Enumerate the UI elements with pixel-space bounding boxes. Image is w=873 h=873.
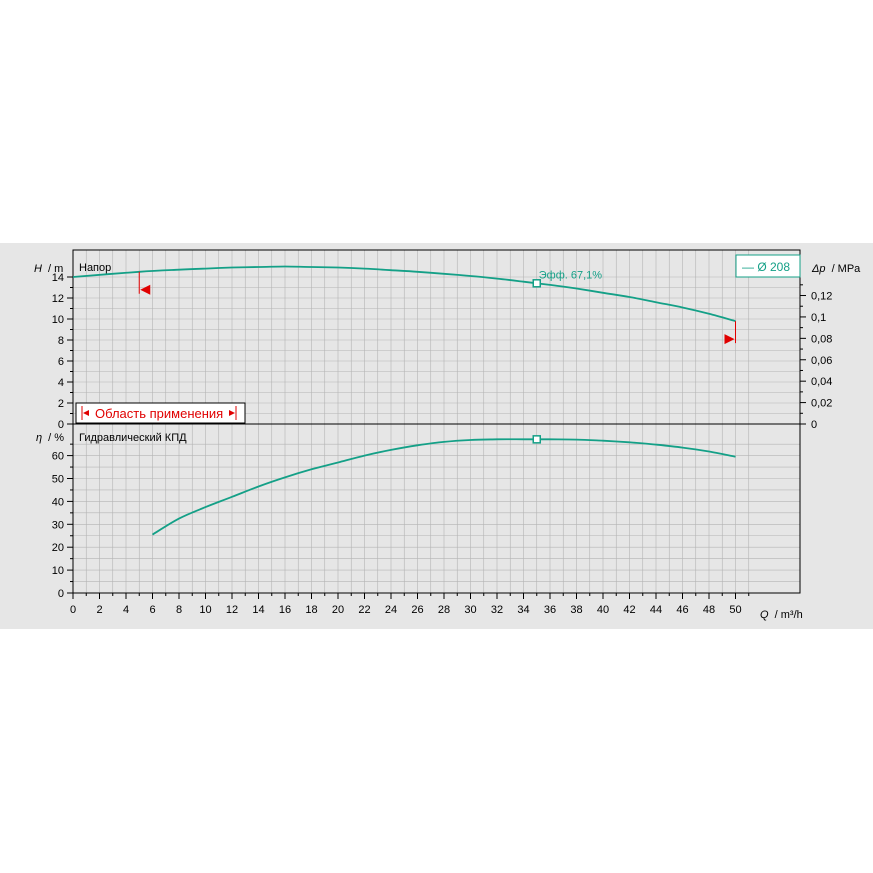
head-tick-label: 14 bbox=[52, 272, 64, 284]
flow-tick-label: 10 bbox=[199, 604, 211, 616]
legend-box bbox=[735, 254, 801, 278]
operating-range-frame bbox=[75, 402, 246, 424]
head-curve-d208 bbox=[72, 265, 736, 322]
flow-tick-label: 50 bbox=[729, 604, 741, 616]
flow-tick-label: 18 bbox=[305, 604, 317, 616]
bep-marker-head bbox=[532, 279, 541, 288]
efficiency-axis-label: η / % bbox=[36, 432, 64, 444]
flow-tick-label: 38 bbox=[570, 604, 582, 616]
flow-tick-label: 44 bbox=[650, 604, 662, 616]
bep-label: Эфф. 67,1% bbox=[539, 269, 603, 281]
efficiency-tick-label: 0 bbox=[58, 588, 64, 600]
efficiency-axis-symbol: η bbox=[36, 432, 42, 444]
efficiency-panel-title: Гидравлический КПД bbox=[79, 432, 187, 444]
axis-layer: 0246810121400,020,040,060,080,10,1201020… bbox=[52, 249, 832, 616]
head-tick-label: 2 bbox=[58, 398, 64, 410]
efficiency-tick-label: 10 bbox=[52, 565, 64, 577]
legend: — Ø 208 bbox=[735, 254, 801, 278]
efficiency-tick-label: 60 bbox=[52, 451, 64, 463]
flow-tick-label: 36 bbox=[544, 604, 556, 616]
flow-tick-label: 4 bbox=[123, 604, 129, 616]
flow-tick-label: 8 bbox=[176, 604, 182, 616]
efficiency-axis-unit: / % bbox=[48, 432, 64, 444]
qmin-arrow-icon bbox=[140, 284, 151, 295]
flow-axis-symbol: Q bbox=[760, 609, 769, 621]
flow-tick-label: 16 bbox=[279, 604, 291, 616]
pressure-tick-label: 0,06 bbox=[811, 355, 832, 367]
head-panel-title: Напор bbox=[79, 262, 111, 274]
head-plot-frame bbox=[72, 249, 801, 425]
range-right-arrow-icon bbox=[229, 410, 235, 416]
flow-tick-label: 30 bbox=[464, 604, 476, 616]
efficiency-plot-frame bbox=[72, 423, 801, 594]
qmax-arrow-icon bbox=[724, 334, 735, 345]
flow-tick-label: 42 bbox=[623, 604, 635, 616]
flow-tick-label: 26 bbox=[411, 604, 423, 616]
flow-tick-label: 6 bbox=[149, 604, 155, 616]
flow-tick-label: 40 bbox=[597, 604, 609, 616]
pressure-axis-symbol: Δp bbox=[811, 263, 826, 275]
flow-axis-unit: / m³/h bbox=[775, 609, 803, 621]
efficiency-tick-label: 40 bbox=[52, 496, 64, 508]
flow-tick-label: 22 bbox=[358, 604, 370, 616]
head-tick-label: 12 bbox=[52, 293, 64, 305]
pressure-tick-label: 0,04 bbox=[811, 376, 832, 388]
pressure-axis-unit: / MPa bbox=[832, 263, 862, 275]
flow-tick-label: 24 bbox=[385, 604, 397, 616]
marker-layer bbox=[138, 271, 736, 444]
curve-layer bbox=[72, 265, 736, 536]
head-tick-label: 10 bbox=[52, 314, 64, 326]
head-tick-label: 6 bbox=[58, 356, 64, 368]
pressure-tick-label: 0,1 bbox=[811, 312, 826, 324]
flow-axis-label: Q / m³/h bbox=[760, 609, 803, 621]
flow-tick-label: 14 bbox=[252, 604, 264, 616]
flow-tick-label: 28 bbox=[438, 604, 450, 616]
flow-tick-label: 20 bbox=[332, 604, 344, 616]
head-tick-label: 8 bbox=[58, 335, 64, 347]
pressure-tick-label: 0 bbox=[811, 419, 817, 431]
efficiency-tick-label: 20 bbox=[52, 542, 64, 554]
pressure-tick-label: 0,08 bbox=[811, 333, 832, 345]
legend-item-d208: — Ø 208 bbox=[742, 260, 790, 274]
chart-panel: 0 2 4 6 8 10 12 14 0 0,02 0,04 0,06 0,08 0,1 0,12 0 10 20… bbox=[0, 243, 873, 629]
flow-tick-label: 12 bbox=[226, 604, 238, 616]
pump-curve-chart: 0246810121400,020,040,060,080,10,1201020… bbox=[34, 249, 861, 621]
head-axis-unit: / m bbox=[48, 263, 63, 275]
efficiency-tick-label: 50 bbox=[52, 474, 64, 486]
head-axis-symbol: H bbox=[34, 263, 42, 275]
flow-tick-label: 34 bbox=[517, 604, 529, 616]
head-axis-label: H / m bbox=[34, 263, 63, 275]
flow-tick-label: 0 bbox=[70, 604, 76, 616]
range-left-arrow-icon bbox=[83, 410, 89, 416]
head-tick-label: 0 bbox=[58, 419, 64, 431]
efficiency-tick-label: 30 bbox=[52, 519, 64, 531]
pressure-axis-label: Δp / MPa bbox=[811, 263, 861, 275]
efficiency-curve-d208 bbox=[152, 438, 736, 536]
operating-range-box: Область применения bbox=[75, 402, 246, 424]
pressure-tick-label: 0,02 bbox=[811, 398, 832, 410]
flow-tick-label: 2 bbox=[96, 604, 102, 616]
pressure-tick-label: 0,12 bbox=[811, 291, 832, 303]
operating-range-label: Область применения bbox=[95, 406, 223, 421]
flow-tick-label: 32 bbox=[491, 604, 503, 616]
head-tick-label: 4 bbox=[58, 377, 64, 389]
flow-tick-label: 46 bbox=[676, 604, 688, 616]
bep-marker-efficiency bbox=[532, 435, 541, 444]
flow-tick-label: 48 bbox=[703, 604, 715, 616]
